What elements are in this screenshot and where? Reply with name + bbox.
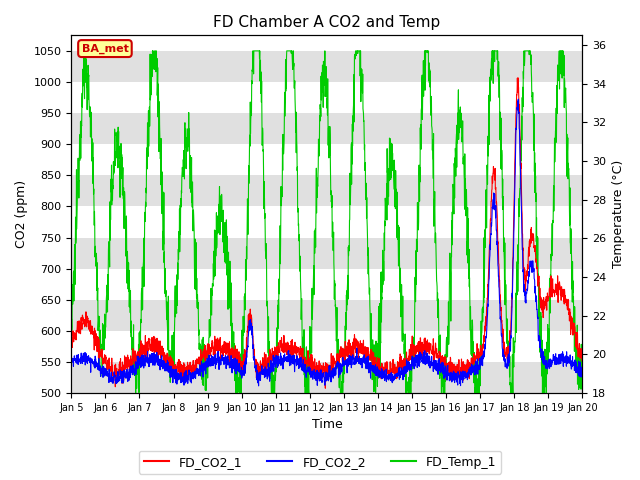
Text: BA_met: BA_met xyxy=(81,43,129,54)
Bar xyxy=(71,238,582,269)
Bar xyxy=(71,362,582,393)
X-axis label: Time: Time xyxy=(312,419,342,432)
Bar xyxy=(71,51,582,82)
Bar xyxy=(71,300,582,331)
Bar xyxy=(71,113,582,144)
Title: FD Chamber A CO2 and Temp: FD Chamber A CO2 and Temp xyxy=(213,15,440,30)
Y-axis label: CO2 (ppm): CO2 (ppm) xyxy=(15,180,28,248)
Y-axis label: Temperature (°C): Temperature (°C) xyxy=(612,160,625,268)
Bar xyxy=(71,175,582,206)
Legend: FD_CO2_1, FD_CO2_2, FD_Temp_1: FD_CO2_1, FD_CO2_2, FD_Temp_1 xyxy=(139,451,501,474)
